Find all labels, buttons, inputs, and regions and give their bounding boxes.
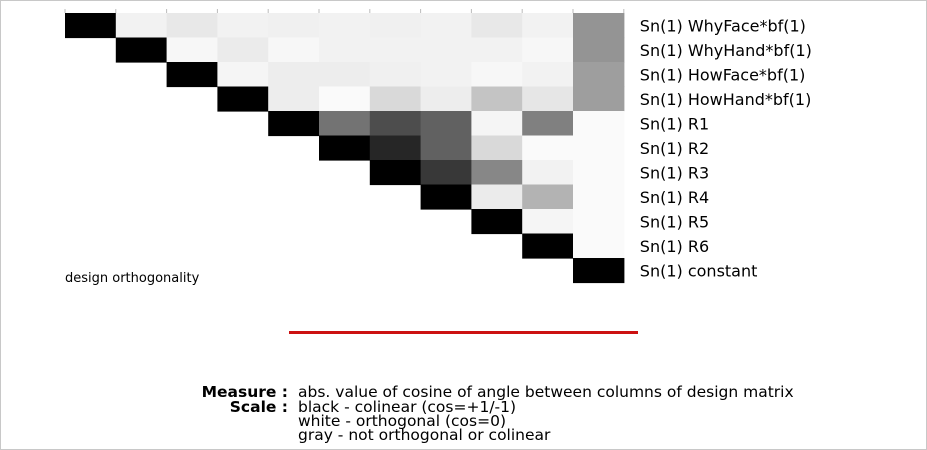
matrix-cell: [217, 13, 269, 39]
matrix-cell: [522, 13, 574, 39]
matrix-cell: [573, 135, 625, 161]
matrix-cell: [471, 135, 523, 161]
regressor-label: Sn(1) R2: [640, 139, 709, 158]
matrix-cell: [420, 111, 472, 137]
matrix-cell: [522, 209, 574, 235]
matrix-cell: [369, 86, 422, 112]
matrix-cell-diagonal: [115, 37, 168, 63]
matrix-cell-diagonal: [65, 13, 117, 39]
regressor-label: Sn(1) WhyHand*bf(1): [640, 41, 812, 60]
matrix-cell-diagonal: [420, 184, 472, 210]
matrix-cell: [471, 86, 523, 112]
matrix-cell: [573, 184, 625, 210]
matrix-cell: [573, 233, 625, 259]
legend-scale-key: Scale :: [229, 398, 288, 416]
matrix-cell: [420, 135, 472, 161]
matrix-cell-diagonal: [369, 160, 422, 186]
matrix-cell: [471, 160, 523, 186]
matrix-cell: [217, 37, 269, 63]
matrix-cell: [268, 86, 320, 112]
matrix-cell: [420, 13, 472, 39]
legend-scale-line-black: black - colinear (cos=+1/-1): [298, 398, 517, 416]
matrix-cell: [268, 37, 320, 63]
matrix-cell-diagonal: [268, 111, 320, 137]
regressor-label: Sn(1) R1: [640, 114, 709, 133]
matrix-cell: [319, 62, 371, 88]
matrix-cell-diagonal: [166, 62, 218, 88]
matrix-cell: [522, 62, 574, 88]
matrix-cell: [471, 13, 523, 39]
matrix-cell: [471, 111, 523, 137]
legend-measure-text: abs. value of cosine of angle between co…: [298, 383, 794, 401]
matrix-cell: [268, 13, 320, 39]
matrix-cell: [369, 135, 422, 161]
matrix-cell: [522, 160, 574, 186]
matrix-cell: [420, 86, 472, 112]
legend-measure-key: Measure :: [201, 383, 288, 401]
regressor-label: Sn(1) R3: [640, 163, 709, 182]
matrix-cell: [471, 184, 523, 210]
matrix-cell: [471, 62, 523, 88]
matrix-cell: [573, 37, 625, 63]
matrix-cell-diagonal: [573, 258, 625, 284]
matrix-cell: [522, 86, 574, 112]
matrix-cell: [166, 37, 218, 63]
matrix-cell: [471, 37, 523, 63]
regressor-label: Sn(1) constant: [640, 261, 758, 280]
red-divider-line: [289, 331, 638, 334]
matrix-cell: [217, 62, 269, 88]
matrix-cell: [420, 37, 472, 63]
matrix-cell: [319, 37, 371, 63]
matrix-cell: [369, 37, 422, 63]
matrix-cell: [573, 13, 625, 39]
regressor-label: Sn(1) HowHand*bf(1): [640, 90, 812, 109]
matrix-cell-diagonal: [319, 135, 371, 161]
matrix-cell: [420, 160, 472, 186]
matrix-cell: [268, 62, 320, 88]
matrix-cell-diagonal: [522, 233, 574, 259]
matrix-cell: [115, 13, 168, 39]
regressor-label: Sn(1) WhyFace*bf(1): [640, 16, 806, 35]
matrix-cell: [522, 37, 574, 63]
orthogonality-matrix: Sn(1) WhyFace*bf(1) Sn(1) WhyHand*bf(1) Sn…: [64, 9, 812, 284]
legend-scale-line-white: white - orthogonal (cos=0): [298, 412, 507, 430]
matrix-cell: [522, 184, 574, 210]
matrix-cell-diagonal: [217, 86, 269, 112]
regressor-label: Sn(1) R6: [640, 237, 709, 256]
matrix-cell: [166, 13, 218, 39]
matrix-cell: [522, 111, 574, 137]
matrix-cell: [573, 111, 625, 137]
matrix-cell: [369, 13, 422, 39]
regressor-label: Sn(1) R5: [640, 212, 709, 231]
matrix-cell: [319, 13, 371, 39]
matrix-cell: [420, 62, 472, 88]
matrix-cell: [573, 209, 625, 235]
matrix-cell: [319, 111, 371, 137]
chart-caption: design orthogonality: [65, 271, 200, 286]
matrix-cell: [573, 62, 625, 88]
regressor-label: Sn(1) R4: [640, 188, 709, 207]
matrix-cell: [369, 62, 422, 88]
matrix-cell-diagonal: [471, 209, 523, 235]
matrix-cell: [573, 86, 625, 112]
matrix-cell: [522, 135, 574, 161]
legend-scale-line-gray: gray - not orthogonal or colinear: [298, 426, 551, 444]
matrix-cell: [369, 111, 422, 137]
matrix-cell: [573, 160, 625, 186]
matrix-cell: [319, 86, 371, 112]
regressor-label: Sn(1) HowFace*bf(1): [640, 65, 806, 84]
